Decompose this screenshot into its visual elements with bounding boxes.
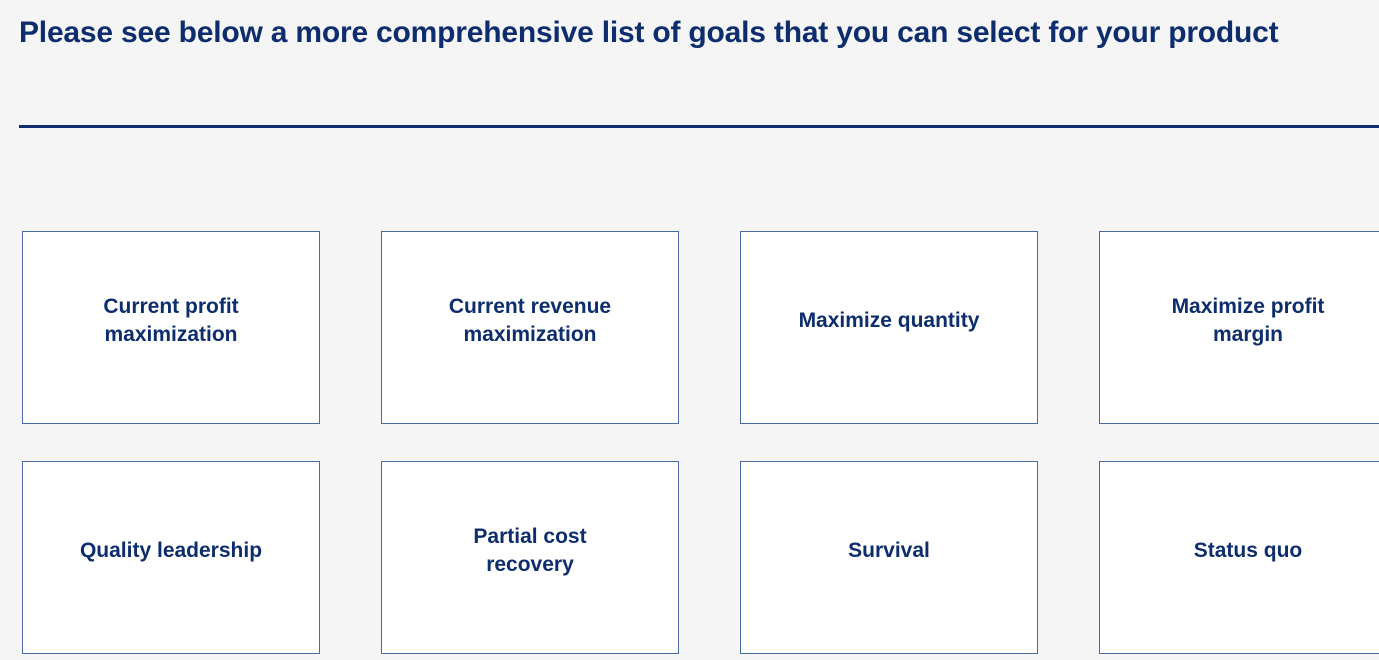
goal-card-label: Partial cost recovery [473,524,587,576]
goal-card-label: Current profit maximization [103,294,239,346]
goal-card-partial-cost-recovery[interactable]: Partial cost recovery [381,461,679,654]
goal-card-grid: Current profit maximization Current reve… [22,231,1379,654]
goal-card-survival[interactable]: Survival [740,461,1038,654]
goal-card-status-quo[interactable]: Status quo [1099,461,1379,654]
page-title: Please see below a more comprehensive li… [19,16,1279,49]
goal-card-label: Maximize quantity [798,308,980,332]
goal-card-current-revenue-maximization[interactable]: Current revenue maximization [381,231,679,424]
goal-card-maximize-quantity[interactable]: Maximize quantity [740,231,1038,424]
goal-card-current-profit-maximization[interactable]: Current profit maximization [22,231,320,424]
goal-card-maximize-profit-margin[interactable]: Maximize profit margin [1099,231,1379,424]
title-divider [19,125,1379,128]
goal-card-label: Maximize profit margin [1171,294,1325,346]
header: Please see below a more comprehensive li… [19,0,1367,52]
goal-card-quality-leadership[interactable]: Quality leadership [22,461,320,654]
goal-card-label: Survival [848,538,930,562]
goal-card-label: Status quo [1193,538,1303,562]
goal-card-label: Quality leadership [79,538,263,562]
goal-card-label: Current revenue maximization [448,294,612,346]
